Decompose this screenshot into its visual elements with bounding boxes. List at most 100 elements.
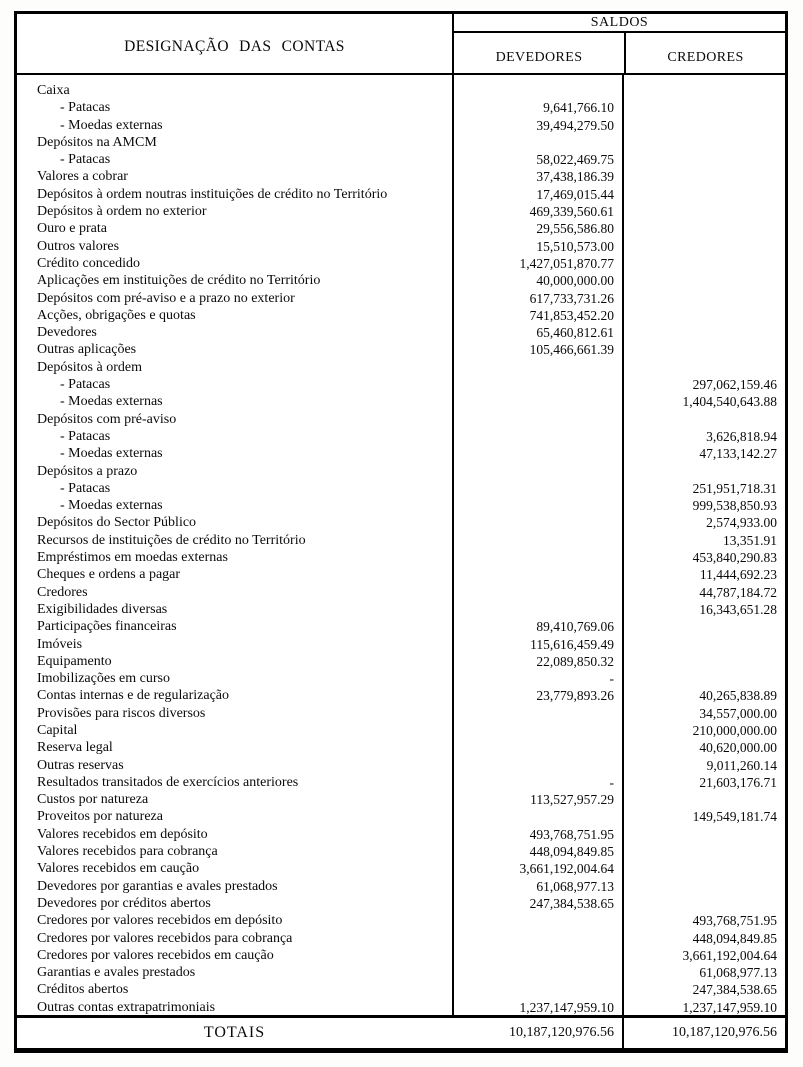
credores-value: 3,626,818.94 <box>706 428 777 444</box>
account-label: Aplicações em instituições de crédito no… <box>37 273 321 289</box>
credores-value: 149,549,181.74 <box>692 809 777 825</box>
table-row: Imóveis 115,616,459.49 <box>17 636 785 653</box>
devedores-value <box>452 757 622 774</box>
table-row: Depósitos do Sector Público 2,574,933.00 <box>17 514 785 531</box>
table-row: Outras reservas 9,011,260.14 <box>17 757 785 774</box>
table-row: Outros valores 15,510,573.00 <box>17 238 785 255</box>
credores-value: 9,011,260.14 <box>706 757 777 773</box>
table-row: Imobilizações em curso - <box>17 670 785 687</box>
table-row: Valores a cobrar 37,438,186.39 <box>17 168 785 185</box>
devedores-value: 61,068,977.13 <box>536 878 614 894</box>
devedores-value: 17,469,015.44 <box>536 186 614 202</box>
devedores-value: 469,339,560.61 <box>529 204 614 220</box>
credores-value <box>622 220 785 237</box>
account-label: Resultados transitados de exercícios ant… <box>37 774 299 790</box>
credores-value <box>622 860 785 877</box>
credores-value <box>622 618 785 635</box>
table-row: Depósitos à ordem <box>17 359 785 376</box>
devedores-value: 493,768,751.95 <box>529 826 614 842</box>
table-row: Acções, obrigações e quotas 741,853,452.2… <box>17 307 785 324</box>
credores-value <box>622 151 785 168</box>
devedores-value: 105,466,661.39 <box>529 342 614 358</box>
devedores-value: 29,556,586.80 <box>536 221 614 237</box>
accounts-table: DESIGNAÇÃO DAS CONTAS SALDOS DEVEDORES C… <box>14 11 788 1053</box>
credores-value: 13,351.91 <box>723 532 777 548</box>
table-row: Devedores 65,460,812.61 <box>17 324 785 341</box>
table-row: Crédito concedido 1,427,051,870.77 <box>17 255 785 272</box>
table-row: Contas internas e de regularização 23,779… <box>17 687 785 704</box>
account-label: Provisões para riscos diversos <box>37 705 206 721</box>
devedores-value <box>452 134 622 151</box>
table-row: Cheques e ordens a pagar 11,444,692.23 <box>17 566 785 583</box>
account-label: Participações financeiras <box>37 619 177 635</box>
credores-value <box>622 878 785 895</box>
account-label: - Moedas externas <box>60 117 163 133</box>
credores-value <box>622 341 785 358</box>
account-label: Devedores por garantias e avales prestad… <box>37 878 278 894</box>
saldos-header-group: SALDOS DEVEDORES CREDORES <box>452 14 785 73</box>
account-label: Cheques e ordens a pagar <box>37 567 181 583</box>
credores-header: CREDORES <box>624 33 785 73</box>
account-label: Credores por valores recebidos para cobr… <box>37 930 293 946</box>
account-label: Credores por valores recebidos em caução <box>37 947 274 963</box>
devedores-value <box>452 584 622 601</box>
account-label: Devedores <box>37 325 97 341</box>
credores-value <box>622 272 785 289</box>
table-row: Depósitos a prazo <box>17 463 785 480</box>
account-label: Valores recebidos em depósito <box>37 826 208 842</box>
devedores-value <box>452 947 622 964</box>
credores-value: 21,603,176.71 <box>699 774 777 790</box>
credores-value <box>622 324 785 341</box>
devedores-value: - <box>609 671 615 687</box>
account-label: Proveitos por natureza <box>37 809 163 825</box>
credores-value: 210,000,000.00 <box>692 722 777 738</box>
table-row: Provisões para riscos diversos 34,557,000… <box>17 705 785 722</box>
account-label: Depósitos na AMCM <box>37 134 157 150</box>
devedores-value <box>452 393 622 410</box>
account-label: Depósitos com pré-aviso e a prazo no ext… <box>37 290 295 306</box>
devedores-value: 15,510,573.00 <box>536 238 614 254</box>
table-row: Depósitos à ordem noutras instituições d… <box>17 186 785 203</box>
account-label: Devedores por créditos abertos <box>37 895 211 911</box>
credores-value: 44,787,184.72 <box>699 584 777 600</box>
devedores-value: 741,853,452.20 <box>529 307 614 323</box>
credores-value <box>622 168 785 185</box>
devedores-value: - <box>609 774 615 790</box>
table-row: - Moedas externas 47,133,142.27 <box>17 445 785 462</box>
devedores-value <box>452 705 622 722</box>
table-row: Recursos de instituições de crédito no T… <box>17 532 785 549</box>
credores-value: 251,951,718.31 <box>692 480 777 496</box>
devedores-value: 115,616,459.49 <box>530 636 614 652</box>
credores-value: 2,574,933.00 <box>706 515 777 531</box>
account-label: Acções, obrigações e quotas <box>37 307 196 323</box>
table-row: Credores por valores recebidos em depósi… <box>17 912 785 929</box>
devedores-value: 247,384,538.65 <box>529 895 614 911</box>
devedores-value <box>452 808 622 825</box>
account-label: - Patacas <box>60 152 111 168</box>
credores-value: 40,620,000.00 <box>699 740 777 756</box>
credores-value: 3,661,192,004.64 <box>682 947 778 963</box>
table-row: Outras aplicações 105,466,661.39 <box>17 341 785 358</box>
account-label: Outras contas extrapatrimoniais <box>37 999 216 1015</box>
account-label: Crédito concedido <box>37 255 141 271</box>
credores-value <box>622 895 785 912</box>
account-label: Imobilizações em curso <box>37 671 170 687</box>
table-row: - Patacas 58,022,469.75 <box>17 151 785 168</box>
credores-value <box>622 670 785 687</box>
account-label: Credores por valores recebidos em depósi… <box>37 913 283 929</box>
credores-value: 999,538,850.93 <box>692 498 777 514</box>
devedores-value: 40,000,000.00 <box>536 273 614 289</box>
devedores-value: 1,237,147,959.10 <box>519 999 615 1015</box>
designacao-header: DESIGNAÇÃO DAS CONTAS <box>124 37 345 55</box>
credores-value <box>622 307 785 324</box>
account-label: Depósitos a prazo <box>37 463 138 479</box>
credores-value: 61,068,977.13 <box>699 965 777 981</box>
account-label: - Patacas <box>60 100 111 116</box>
devedores-value: 39,494,279.50 <box>536 117 614 133</box>
table-row: Caixa <box>17 82 785 99</box>
devedores-value <box>452 497 622 514</box>
credores-value: 16,343,651.28 <box>699 601 777 617</box>
devedores-value <box>452 981 622 998</box>
account-label: Equipamento <box>37 653 112 669</box>
